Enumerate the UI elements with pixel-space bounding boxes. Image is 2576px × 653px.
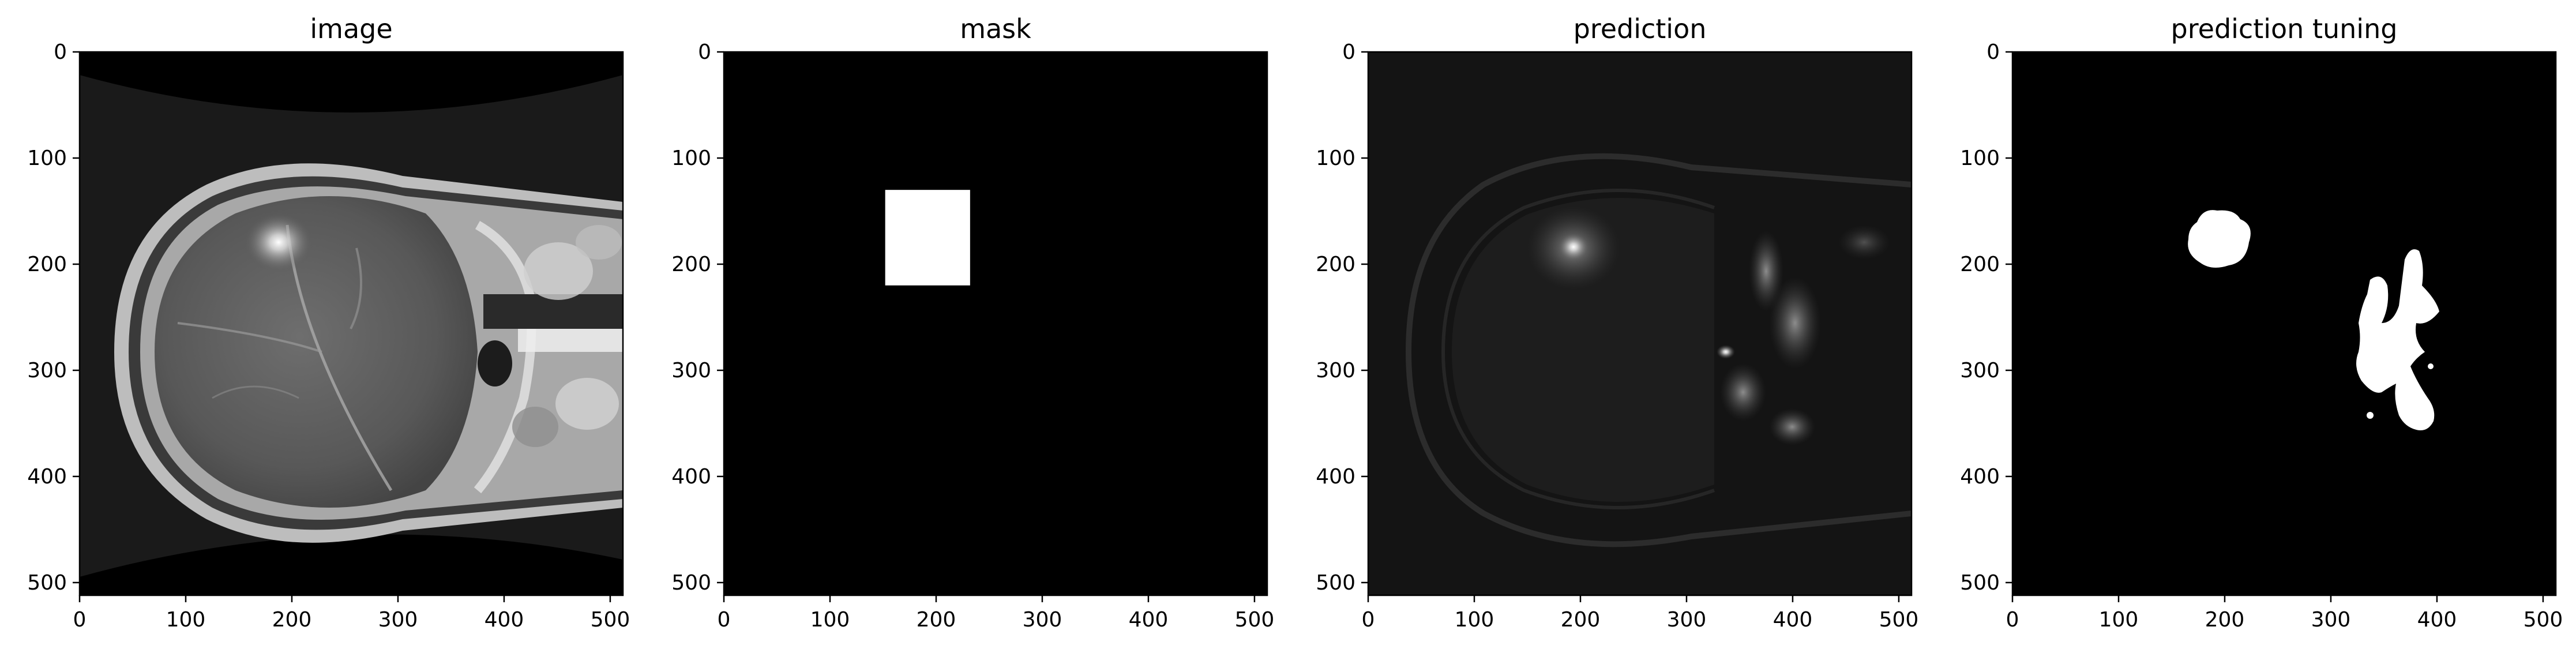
x-tick-label: 0 bbox=[1362, 608, 1375, 632]
y-tick-label: 400 bbox=[1960, 465, 2000, 489]
y-tick-label: 300 bbox=[27, 359, 67, 382]
y-tick-label: 200 bbox=[1960, 253, 2000, 276]
panel-prediction: prediction 0 0 100 100 200 200 300 300 400 400 500… bbox=[1316, 13, 1918, 632]
y-tick-label: 0 bbox=[698, 40, 711, 64]
panel-title: prediction bbox=[1574, 13, 1707, 44]
y-tick-label: 500 bbox=[1960, 571, 2000, 595]
x-tick-label: 0 bbox=[2006, 608, 2019, 632]
x-tick-label: 0 bbox=[73, 608, 87, 632]
panel-title: prediction tuning bbox=[2171, 13, 2398, 44]
y-tick-label: 500 bbox=[27, 571, 67, 595]
y-tick-label: 100 bbox=[1316, 147, 1355, 170]
x-tick-label: 200 bbox=[2205, 608, 2245, 632]
x-tick-label: 100 bbox=[810, 608, 850, 632]
panel-title: image bbox=[310, 13, 392, 44]
x-tick-label: 400 bbox=[485, 608, 524, 632]
x-tick-label: 300 bbox=[378, 608, 418, 632]
x-tick-label: 400 bbox=[1773, 608, 1813, 632]
x-tick-label: 300 bbox=[1667, 608, 1707, 632]
y-tick-label: 400 bbox=[27, 465, 67, 489]
axes-frame: 0 0 100 100 200 200 300 300 400 400 500 500 bbox=[1960, 40, 2563, 632]
y-tick-label: 500 bbox=[1316, 571, 1355, 595]
prediction-blob bbox=[2356, 249, 2439, 430]
y-tick-label: 100 bbox=[671, 147, 711, 170]
y-tick-label: 100 bbox=[27, 147, 67, 170]
x-tick-label: 400 bbox=[1129, 608, 1169, 632]
axes-frame: 0 0 100 100 200 200 300 300 400 400 500 500 bbox=[1316, 40, 1918, 632]
axes-border bbox=[2011, 51, 2557, 596]
prediction-blob bbox=[2428, 363, 2434, 369]
mri-image bbox=[80, 52, 623, 595]
y-tick-label: 100 bbox=[1960, 147, 2000, 170]
panel-image: image bbox=[27, 13, 630, 632]
x-tick-label: 100 bbox=[1455, 608, 1494, 632]
prediction-tuning-image bbox=[2012, 52, 2556, 595]
panel-mask: mask 0 0 100 100 200 200 300 300 400 400 500 500 bbox=[671, 13, 1274, 632]
y-tick-label: 0 bbox=[54, 40, 67, 64]
panel-prediction-tuning: prediction tuning 0 0 100 100 200 200 300 300 40… bbox=[1960, 13, 2563, 632]
x-tick-label: 300 bbox=[1023, 608, 1062, 632]
y-tick-label: 300 bbox=[671, 359, 711, 382]
x-tick-label: 500 bbox=[1235, 608, 1275, 632]
mask-region bbox=[885, 190, 970, 286]
y-tick-label: 300 bbox=[1960, 359, 2000, 382]
axes-border bbox=[723, 51, 1268, 596]
prediction-heatmap bbox=[1368, 52, 1912, 595]
x-tick-label: 500 bbox=[1879, 608, 1919, 632]
axes-border bbox=[78, 51, 624, 596]
x-tick-label: 200 bbox=[917, 608, 956, 632]
x-tick-label: 200 bbox=[272, 608, 312, 632]
x-tick-label: 200 bbox=[1561, 608, 1601, 632]
y-tick-label: 300 bbox=[1316, 359, 1355, 382]
mask-image bbox=[724, 52, 1267, 595]
prediction-blob bbox=[2367, 412, 2374, 419]
y-tick-label: 0 bbox=[1987, 40, 2000, 64]
x-tick-label: 400 bbox=[2417, 608, 2457, 632]
y-tick-label: 400 bbox=[671, 465, 711, 489]
x-tick-label: 300 bbox=[2311, 608, 2351, 632]
x-tick-label: 500 bbox=[2524, 608, 2563, 632]
y-tick-label: 0 bbox=[1342, 40, 1355, 64]
y-tick-label: 400 bbox=[1316, 465, 1355, 489]
x-tick-label: 100 bbox=[166, 608, 206, 632]
axes-frame: 0 0 100 100 200 200 300 300 400 400 500 500 bbox=[27, 40, 630, 632]
x-tick-label: 0 bbox=[718, 608, 731, 632]
axes-frame: 0 0 100 100 200 200 300 300 400 400 500 500 bbox=[671, 40, 1274, 632]
y-tick-label: 200 bbox=[671, 253, 711, 276]
y-tick-label: 200 bbox=[27, 253, 67, 276]
panel-title: mask bbox=[960, 13, 1031, 44]
prediction-blob bbox=[2188, 210, 2251, 268]
y-tick-label: 500 bbox=[671, 571, 711, 595]
y-tick-label: 200 bbox=[1316, 253, 1355, 276]
x-tick-label: 100 bbox=[2099, 608, 2139, 632]
x-tick-label: 500 bbox=[591, 608, 630, 632]
axes-border bbox=[1367, 51, 1913, 596]
